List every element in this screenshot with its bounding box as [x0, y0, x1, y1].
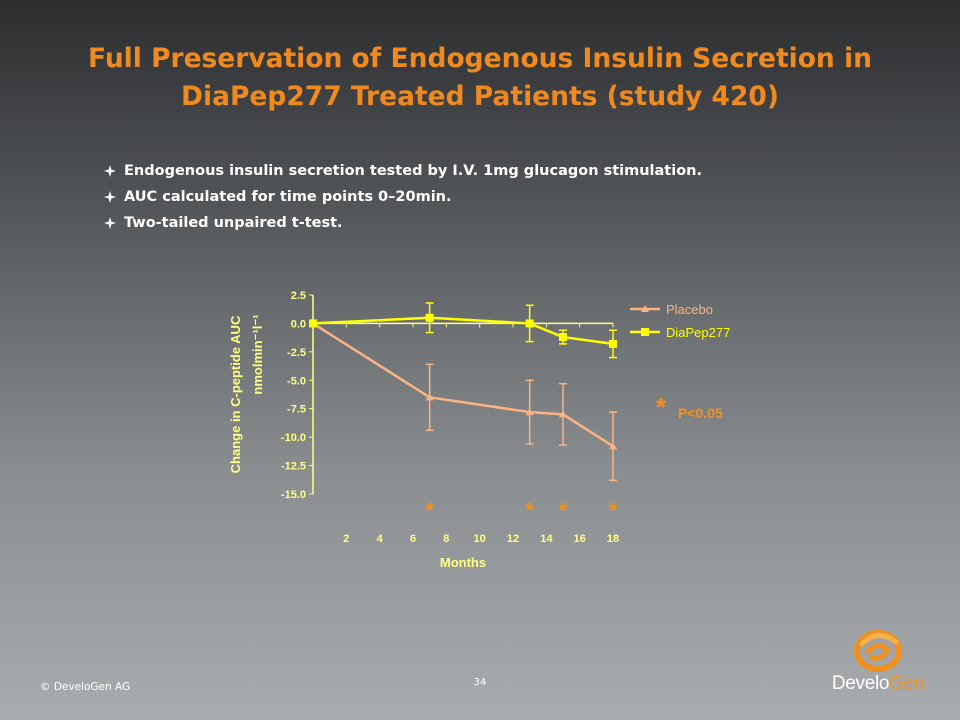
x-tick-label: 18	[607, 533, 619, 545]
x-tick-label: 14	[540, 533, 553, 545]
develogen-logo: DeveloGen	[828, 626, 928, 698]
y-tick-label: 2.5	[291, 290, 306, 302]
y-tick-label: -10.0	[281, 432, 306, 444]
y-axis-unit-label: nmolmin⁻¹l⁻¹	[250, 314, 265, 394]
diamond-bullet-icon	[104, 191, 116, 203]
bullet-item: Two-tailed unpaired t-test.	[100, 210, 900, 236]
diapep277-data-point	[609, 339, 617, 348]
diamond-bullet-icon	[104, 217, 116, 229]
x-tick-label: 6	[410, 533, 416, 545]
significance-star: *	[425, 498, 434, 523]
y-tick-label: -5.0	[287, 375, 306, 387]
x-axis-label: Months	[440, 555, 486, 570]
slide-title: Full Preservation of Endogenous Insulin …	[88, 43, 872, 112]
placebo-data-point	[525, 408, 534, 416]
significance-star: *	[525, 498, 534, 523]
page-number: 34	[473, 677, 487, 688]
legend-marker-placebo	[641, 305, 649, 312]
significance-note-star: *	[656, 392, 667, 422]
diapep277-data-point	[525, 319, 534, 328]
diapep277-data-point	[559, 333, 567, 342]
bullet-text: AUC calculated for time points 0–20min.	[124, 189, 452, 205]
legend-marker-diapep277	[641, 328, 649, 336]
x-tick-label: 8	[443, 533, 449, 545]
logo-text-part2: Gen	[889, 673, 925, 694]
c-peptide-line-chart: 2.5 0.0 -2.5 -5.0 -7.5 -10.0 -12.5 -15.0 2 4 6 8 10 1…	[228, 290, 730, 570]
bullet-text: Two-tailed unpaired t-test.	[124, 215, 343, 231]
y-tick-label: -2.5	[287, 347, 306, 359]
placebo-data-point	[559, 410, 567, 418]
copyright-text: © DeveloGen AG	[40, 681, 131, 693]
placebo-data-point	[425, 393, 434, 401]
x-tick-label: 4	[377, 533, 384, 545]
diapep277-data-point	[425, 313, 434, 322]
significance-star: *	[559, 498, 568, 523]
x-tick-label: 16	[574, 533, 586, 545]
legend-label-placebo: Placebo	[666, 302, 713, 317]
y-tick-label: -15.0	[281, 489, 306, 501]
y-tick-label: 0.0	[291, 318, 306, 330]
bullet-item: Endogenous insulin secretion tested by I…	[100, 158, 900, 184]
bullet-item: AUC calculated for time points 0–20min.	[100, 184, 900, 210]
significance-note-text: P<0.05	[678, 405, 723, 421]
placebo-data-point	[609, 442, 617, 450]
bullet-list: Endogenous insulin secretion tested by I…	[100, 158, 900, 236]
develogen-logo-text: DeveloGen	[828, 673, 928, 695]
y-tick-label: -12.5	[281, 461, 306, 473]
bullet-text: Endogenous insulin secretion tested by I…	[124, 163, 702, 179]
x-tick-label: 12	[507, 533, 519, 545]
y-axis-label: Change in C-peptide AUC	[228, 315, 243, 473]
x-tick-label: 10	[474, 533, 486, 545]
placebo-series-line	[312, 322, 614, 448]
y-tick-label: -7.5	[287, 404, 306, 416]
logo-text-part1: Develo	[831, 673, 890, 694]
legend-label-diapep277: DiaPep277	[666, 325, 730, 340]
diapep277-data-point	[309, 319, 317, 328]
diamond-bullet-icon	[104, 165, 116, 177]
diapep277-series-line	[312, 316, 614, 346]
develogen-logo-icon	[854, 630, 902, 672]
significance-star: *	[609, 498, 618, 523]
x-tick-label: 2	[343, 533, 349, 545]
